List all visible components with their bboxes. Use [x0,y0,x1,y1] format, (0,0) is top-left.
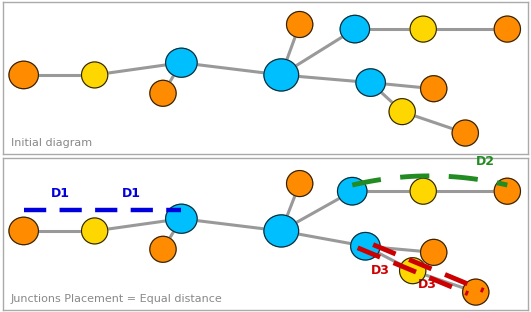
Ellipse shape [264,215,298,247]
Ellipse shape [494,16,520,42]
Ellipse shape [421,76,447,102]
Text: D1: D1 [122,188,141,200]
Ellipse shape [399,258,426,284]
Ellipse shape [494,178,520,204]
Text: D2: D2 [476,155,495,168]
Ellipse shape [389,99,415,124]
Text: Initial diagram: Initial diagram [11,138,92,148]
Text: D1: D1 [51,188,70,200]
Ellipse shape [287,171,313,197]
Ellipse shape [452,120,478,146]
Ellipse shape [421,239,447,265]
Ellipse shape [9,217,38,245]
Ellipse shape [350,232,380,260]
Text: D3: D3 [418,278,437,291]
Ellipse shape [150,80,176,106]
Ellipse shape [82,62,108,88]
Text: Junctions Placement = Equal distance: Junctions Placement = Equal distance [11,294,222,304]
Ellipse shape [150,236,176,262]
Ellipse shape [410,16,436,42]
Text: D3: D3 [371,264,390,277]
Ellipse shape [356,69,386,96]
Ellipse shape [338,178,367,205]
Ellipse shape [410,178,436,204]
Ellipse shape [264,59,298,91]
Ellipse shape [166,204,197,233]
Ellipse shape [82,218,108,244]
Ellipse shape [463,279,489,305]
Ellipse shape [287,12,313,37]
Ellipse shape [340,15,370,43]
Ellipse shape [9,61,38,89]
Ellipse shape [166,48,197,77]
